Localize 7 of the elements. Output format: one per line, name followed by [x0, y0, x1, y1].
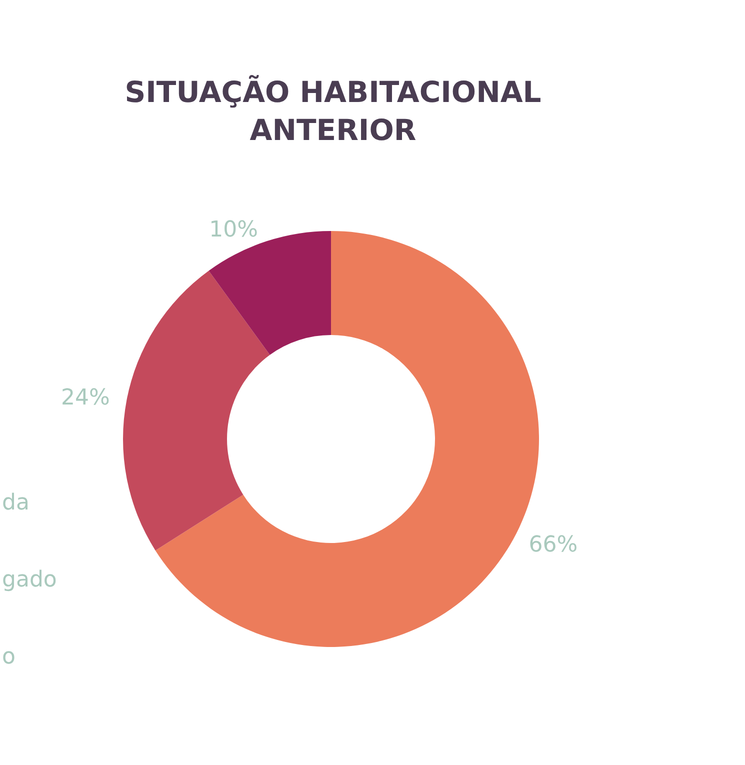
data-label: 24% — [60, 385, 110, 410]
chart-title: SITUAÇÃO HABITACIONAL ANTERIOR — [124, 75, 542, 147]
text: o — [2, 644, 16, 670]
text: da — [2, 490, 30, 516]
text: gado — [2, 568, 57, 592]
data-label: 10% — [209, 217, 258, 242]
data-label: 66% — [528, 532, 578, 558]
